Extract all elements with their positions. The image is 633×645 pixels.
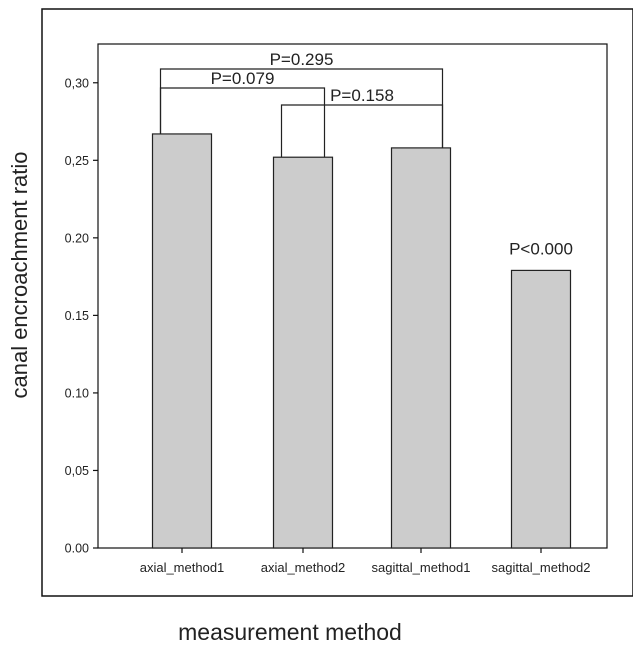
x-category-label: sagittal_method2: [491, 560, 590, 575]
significance-bracket: [159, 87, 326, 158]
y-axis-label: canal encroachment ratio: [7, 151, 32, 398]
y-tick-label: 0,30: [65, 76, 89, 90]
x-category-label: sagittal_method1: [371, 560, 470, 575]
y-tick-label: 0,05: [65, 464, 89, 478]
p-value-label: P=0.158: [330, 86, 394, 105]
significance-bracket: [280, 104, 444, 158]
x-category-label: axial_method1: [140, 560, 225, 575]
bar-sagittal_method2: [510, 269, 572, 549]
bars: [151, 133, 572, 553]
bar-axial_method1: [151, 133, 213, 549]
x-category-labels: axial_method1 axial_method2 sagittal_metho…: [140, 560, 591, 575]
x-axis-label: measurement method: [178, 619, 402, 645]
y-tick-label: 0,25: [65, 154, 89, 168]
y-tick-label: 0.20: [65, 231, 89, 245]
p-value-label: P=0.295: [270, 50, 334, 69]
y-tick-label: 0.10: [65, 386, 89, 400]
y-tick-label: 0.00: [65, 542, 89, 556]
bar-sagittal_method1: [390, 147, 452, 549]
x-category-label: axial_method2: [261, 560, 346, 575]
y-tick-label: 0.15: [65, 309, 89, 323]
y-axis: 0.00 0,05 0.10 0.15 0.20 0,25 0,30: [65, 76, 98, 556]
plot-area: [97, 43, 608, 549]
bar-axial_method2: [272, 156, 334, 549]
p-value-label: P<0.000: [509, 239, 573, 258]
outer-frame: [41, 8, 633, 597]
p-value-label: P=0.079: [211, 69, 275, 88]
